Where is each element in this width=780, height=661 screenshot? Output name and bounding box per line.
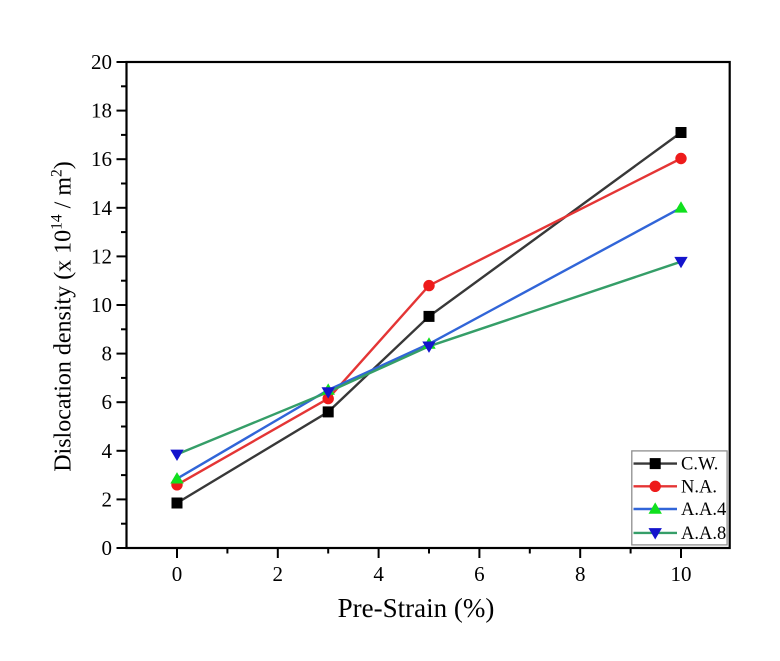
svg-text:Pre-Strain (%): Pre-Strain (%) bbox=[338, 593, 495, 623]
svg-text:16: 16 bbox=[91, 147, 112, 171]
svg-text:10: 10 bbox=[671, 562, 692, 586]
svg-text:18: 18 bbox=[91, 99, 112, 123]
svg-text:N.A.: N.A. bbox=[681, 477, 717, 497]
svg-text:4: 4 bbox=[373, 562, 384, 586]
svg-text:4: 4 bbox=[102, 439, 113, 463]
svg-text:8: 8 bbox=[102, 342, 113, 366]
svg-text:14: 14 bbox=[91, 196, 113, 220]
svg-text:6: 6 bbox=[102, 390, 113, 414]
svg-text:A.A.8: A.A.8 bbox=[681, 524, 726, 544]
svg-text:C.W.: C.W. bbox=[681, 455, 718, 475]
svg-text:8: 8 bbox=[575, 562, 586, 586]
svg-text:Dislocation density (x 1014 /: Dislocation density (x 1014 / m2) bbox=[49, 161, 77, 472]
svg-text:2: 2 bbox=[273, 562, 284, 586]
svg-text:A.A.4: A.A.4 bbox=[681, 500, 726, 520]
svg-text:12: 12 bbox=[91, 244, 112, 268]
svg-text:0: 0 bbox=[102, 536, 113, 560]
svg-text:6: 6 bbox=[474, 562, 485, 586]
svg-text:10: 10 bbox=[91, 293, 112, 317]
svg-text:2: 2 bbox=[102, 487, 113, 511]
svg-text:20: 20 bbox=[91, 50, 112, 74]
svg-text:0: 0 bbox=[172, 562, 183, 586]
